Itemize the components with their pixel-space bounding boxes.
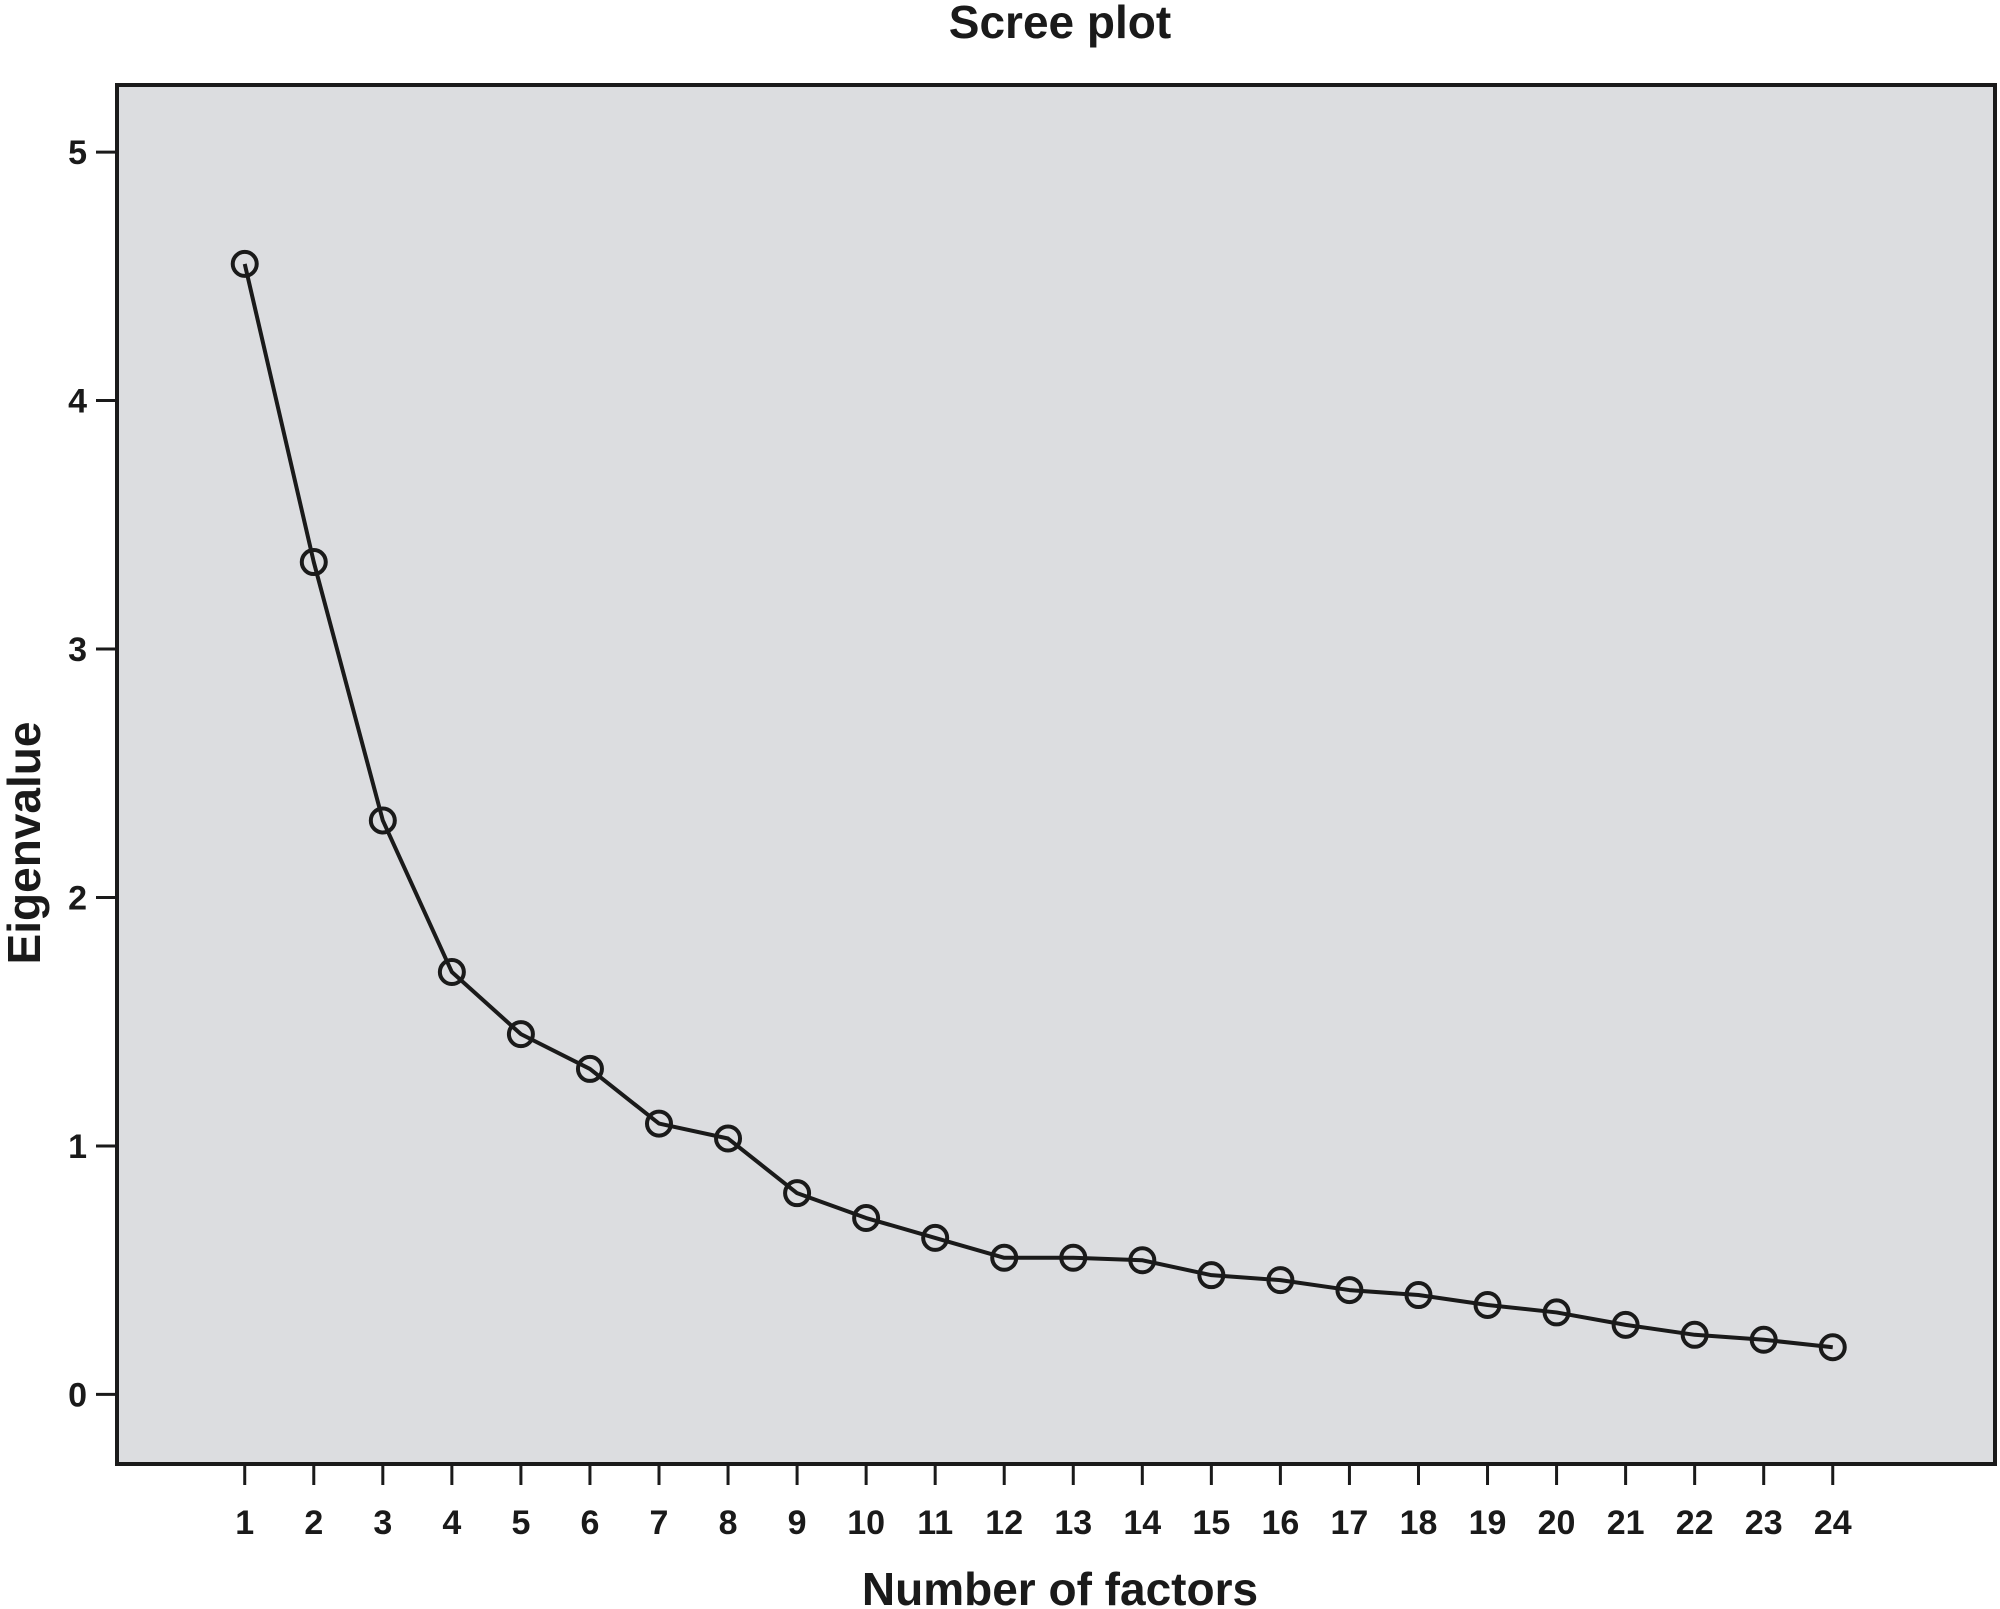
data-point-16 [1266,1266,1295,1295]
y-axis-title: Eigenvalue [0,722,50,965]
data-point-10 [852,1204,881,1233]
x-tick-label-21: 21 [1607,1504,1645,1542]
x-tick-label-24: 24 [1814,1504,1852,1542]
data-point-12 [990,1243,1019,1272]
x-tick-label-17: 17 [1331,1504,1369,1542]
x-tick-label-16: 16 [1261,1504,1299,1542]
data-point-22 [1680,1320,1709,1349]
data-point-6 [575,1054,604,1083]
x-tick-label-9: 9 [788,1504,807,1542]
data-point-14 [1128,1246,1157,1275]
data-point-1 [230,249,259,278]
data-point-7 [644,1109,673,1138]
x-tick-label-2: 2 [304,1504,323,1542]
data-point-4 [437,958,466,987]
x-tick-label-3: 3 [373,1504,392,1542]
x-axis: 1 2 3 4 5 6 7 8 9 10 11 12 13 14 15 16 17 18 19 20 21 22 23 24 [235,1464,1852,1542]
x-axis-title: Number of factors [862,1563,1258,1609]
x-tick-label-11: 11 [917,1504,953,1542]
data-point-2 [299,548,328,577]
y-tick-label-3: 3 [68,631,87,669]
x-tick-label-22: 22 [1676,1504,1714,1542]
x-tick-label-13: 13 [1054,1504,1092,1542]
y-tick-label-0: 0 [68,1376,87,1414]
data-point-5 [506,1020,535,1049]
data-point-20 [1542,1298,1571,1327]
y-tick-label-5: 5 [68,134,87,172]
series-points [230,249,1847,1362]
x-tick-label-12: 12 [985,1504,1023,1542]
data-point-3 [368,806,397,835]
x-tick-label-1: 1 [235,1504,254,1542]
plot-area [115,83,1997,1466]
x-tick-label-14: 14 [1123,1504,1161,1542]
x-tick-label-10: 10 [847,1504,885,1542]
data-point-8 [714,1124,743,1153]
x-tick-label-8: 8 [719,1504,738,1542]
data-point-9 [783,1179,812,1208]
x-tick-label-19: 19 [1469,1504,1507,1542]
chart-title: Scree plot [949,0,1171,48]
data-point-17 [1335,1276,1364,1305]
x-tick-label-15: 15 [1192,1504,1230,1542]
data-point-21 [1611,1310,1640,1339]
y-axis: 0 1 2 3 4 5 [68,134,117,1414]
data-point-19 [1473,1290,1502,1319]
x-tick-label-6: 6 [580,1504,599,1542]
x-tick-label-20: 20 [1538,1504,1576,1542]
data-point-11 [921,1223,950,1252]
data-point-24 [1818,1333,1847,1362]
y-tick-label-4: 4 [68,383,87,421]
x-tick-label-5: 5 [511,1504,530,1542]
data-point-23 [1749,1325,1778,1354]
x-tick-label-18: 18 [1400,1504,1438,1542]
data-point-13 [1059,1243,1088,1272]
y-tick-label-1: 1 [68,1128,87,1166]
x-tick-label-4: 4 [442,1504,461,1542]
data-point-18 [1404,1281,1433,1310]
x-tick-label-23: 23 [1745,1504,1783,1542]
y-tick-label-2: 2 [68,879,87,917]
data-point-15 [1197,1261,1226,1290]
x-tick-label-7: 7 [650,1504,669,1542]
